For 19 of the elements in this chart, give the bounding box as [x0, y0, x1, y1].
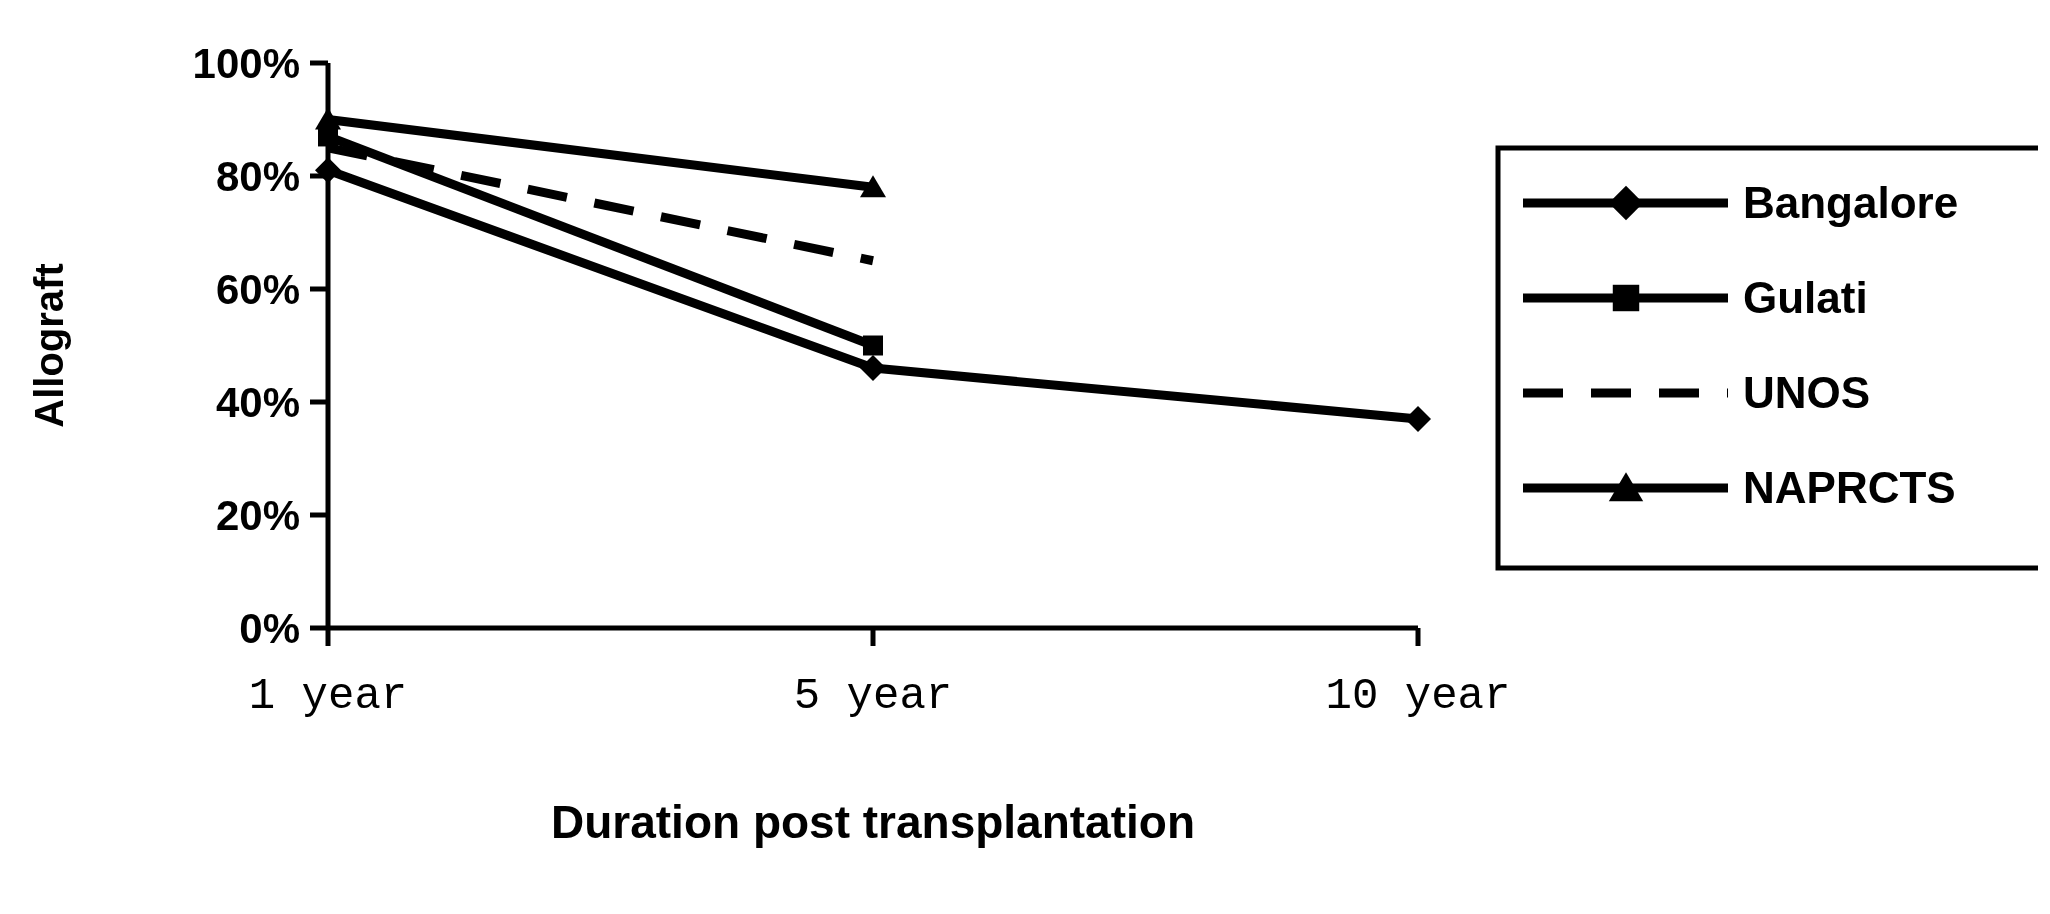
legend-label: NAPRCTS [1743, 463, 1956, 513]
y-axis-title: Allograft [27, 263, 71, 428]
legend-label: Bangalore [1743, 178, 1959, 228]
legend-label: UNOS [1743, 368, 1871, 418]
y-tick-label: 60% [215, 265, 300, 313]
legend-label: Gulati [1743, 273, 1868, 323]
x-tick-label: 1 year [248, 671, 408, 721]
y-tick-label: 40% [215, 378, 300, 426]
x-tick-label: 10 year [1325, 671, 1511, 721]
x-axis-title: Duration post transplantation [551, 796, 1195, 848]
y-tick-label: 100% [192, 39, 300, 87]
point [1405, 405, 1431, 432]
x-tick-label: 5 year [793, 671, 953, 721]
point [315, 157, 341, 184]
y-tick-label: 20% [215, 491, 300, 539]
point [860, 355, 886, 382]
y-tick-label: 0% [239, 604, 300, 652]
y-tick-label: 80% [215, 152, 300, 200]
point [863, 335, 883, 356]
